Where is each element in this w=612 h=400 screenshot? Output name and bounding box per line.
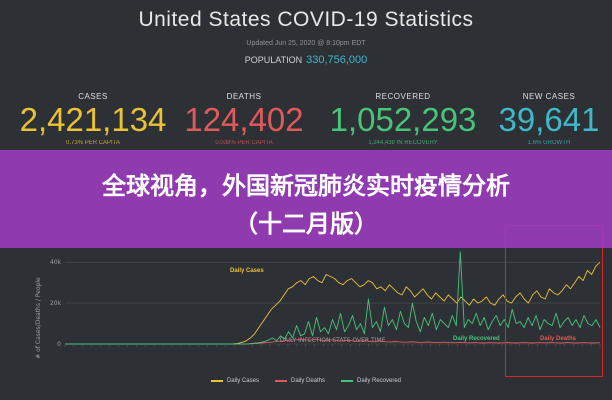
stat-value: 39,641 bbox=[498, 101, 600, 138]
legend-swatch-cases bbox=[210, 380, 223, 382]
daily-stats-chart: 40k 20k 0 # of Cases/Deaths / People DAILY I… bbox=[35, 251, 601, 359]
stat-sub: 1.6% GROWTH bbox=[527, 140, 571, 146]
legend-label: Daily Cases bbox=[226, 378, 259, 384]
y-axis-label: # of Cases/Deaths / People bbox=[35, 277, 42, 359]
legend-item[interactable]: Daily Deaths bbox=[274, 378, 325, 384]
series-annotation: Daily Deaths bbox=[540, 336, 577, 342]
stat-sub: 0.038% PER CAPITA bbox=[215, 140, 273, 146]
banner-title: 全球视角，外国新冠肺炎实时疫情分析 bbox=[102, 172, 510, 200]
series-annotation: Daily Recovered bbox=[453, 336, 500, 342]
stat-value: 1,052,293 bbox=[329, 101, 477, 138]
y-tick-label: 40k bbox=[50, 259, 62, 266]
stat-label: CASES bbox=[78, 92, 108, 101]
title-banner: 全球视角，外国新冠肺炎实时疫情分析 （十二月版） bbox=[0, 150, 612, 248]
population-readout: POPULATION 330,756,000 bbox=[0, 54, 612, 66]
legend-label: Daily Deaths bbox=[290, 378, 325, 384]
population-value: 330,756,000 bbox=[306, 54, 368, 66]
legend-item[interactable]: Daily Cases bbox=[210, 378, 259, 384]
stat-deaths: DEATHS 124,402 0.038% PER CAPITA bbox=[176, 92, 312, 146]
stat-value: 124,402 bbox=[184, 101, 304, 138]
stat-recovered: RECOVERED 1,052,293 1,244,439 IN RECOVER… bbox=[318, 92, 488, 146]
legend-swatch-deaths bbox=[274, 380, 287, 382]
stat-label: DEATHS bbox=[226, 92, 262, 101]
stat-cases: CASES 2,421,134 0.73% PER CAPITA bbox=[18, 92, 168, 146]
stat-sub: 0.73% PER CAPITA bbox=[66, 140, 120, 146]
legend-item[interactable]: Daily Recovered bbox=[341, 378, 401, 384]
stat-new-cases: NEW CASES 39,641 1.6% GROWTH bbox=[494, 92, 604, 146]
stat-value: 2,421,134 bbox=[19, 101, 167, 138]
stat-label: RECOVERED bbox=[375, 92, 431, 101]
stat-label: NEW CASES bbox=[522, 92, 576, 101]
page-title: United States COVID-19 Statistics bbox=[138, 8, 474, 31]
banner-subtitle: （十二月版） bbox=[234, 210, 378, 238]
population-label: POPULATION bbox=[244, 55, 303, 65]
legend-swatch-recovered bbox=[341, 380, 353, 382]
chart-legend: Daily Cases Daily Deaths Daily Recovered bbox=[0, 378, 612, 384]
stat-sub: 1,244,439 IN RECOVERY bbox=[368, 140, 438, 146]
y-tick-label: 20k bbox=[50, 300, 62, 307]
series-annotation: Daily Cases bbox=[230, 268, 264, 274]
chart-title: DAILY INFECTION STATS OVER TIME bbox=[280, 337, 386, 344]
updated-timestamp: Updated Jun 25, 2020 @ 8:10pm EDT bbox=[246, 40, 366, 47]
y-tick-label: 0 bbox=[57, 341, 61, 348]
legend-label: Daily Recovered bbox=[357, 378, 402, 384]
